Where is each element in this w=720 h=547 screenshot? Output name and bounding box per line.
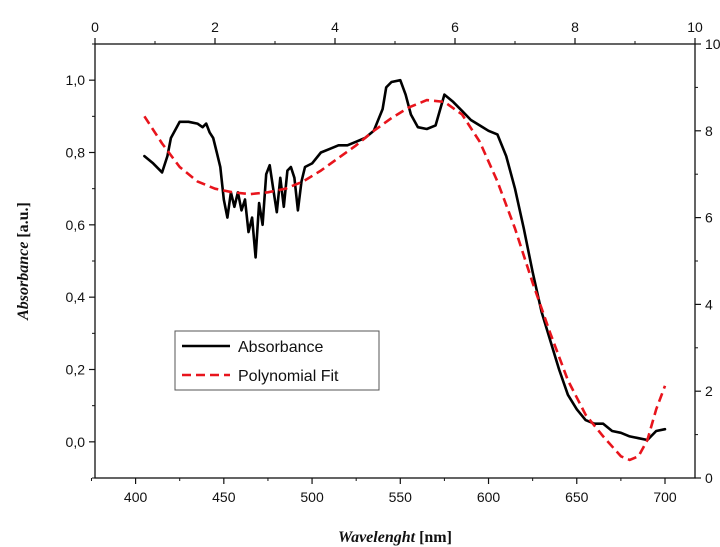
legend-label-polynomial-fit: Polynomial Fit (238, 368, 339, 385)
x-tick-label: 450 (212, 489, 236, 505)
x-tick-label: 550 (389, 489, 413, 505)
ticks-group: 400 450 500 550 600 650 700 0,0 0,2 0,4 0,6 0,8 1,0 0… (66, 19, 720, 505)
y-axis-title: Absorbance [a.u.] (15, 202, 32, 321)
top-tick-label: 6 (451, 19, 459, 35)
right-tick-label: 2 (705, 383, 713, 399)
y-tick-label: 0,6 (66, 217, 86, 233)
y-tick-label: 0,2 (66, 362, 86, 378)
y-tick-label: 0,4 (66, 289, 86, 305)
y-tick-label: 1,0 (66, 72, 86, 88)
legend-box (174, 330, 380, 391)
right-tick-label: 8 (705, 123, 713, 139)
x-tick-label: 700 (653, 489, 677, 505)
x-tick-label: 400 (124, 489, 148, 505)
x-tick-label: 600 (477, 489, 501, 505)
top-tick-label: 10 (687, 19, 703, 35)
legend: Absorbance Polynomial Fit (174, 330, 380, 391)
series-group (143, 78, 667, 462)
right-tick-label: 6 (705, 210, 713, 226)
legend-label-absorbance: Absorbance (238, 339, 323, 356)
top-tick-label: 0 (91, 19, 99, 35)
right-tick-label: 0 (705, 470, 713, 486)
x-axis-title: Wavelenght [nm] (338, 529, 452, 546)
top-tick-label: 8 (571, 19, 579, 35)
right-tick-label: 10 (705, 36, 720, 52)
y-tick-label: 0,8 (66, 145, 86, 161)
top-tick-label: 4 (331, 19, 339, 35)
y-tick-label: 0,0 (66, 434, 86, 450)
top-tick-label: 2 (211, 19, 219, 35)
plot-frame (94, 43, 696, 479)
x-tick-label: 500 (300, 489, 324, 505)
series-line-absorbance (143, 78, 667, 442)
series-line-polynomial-fit (143, 98, 667, 462)
x-tick-label: 650 (565, 489, 589, 505)
right-tick-label: 4 (705, 296, 713, 312)
